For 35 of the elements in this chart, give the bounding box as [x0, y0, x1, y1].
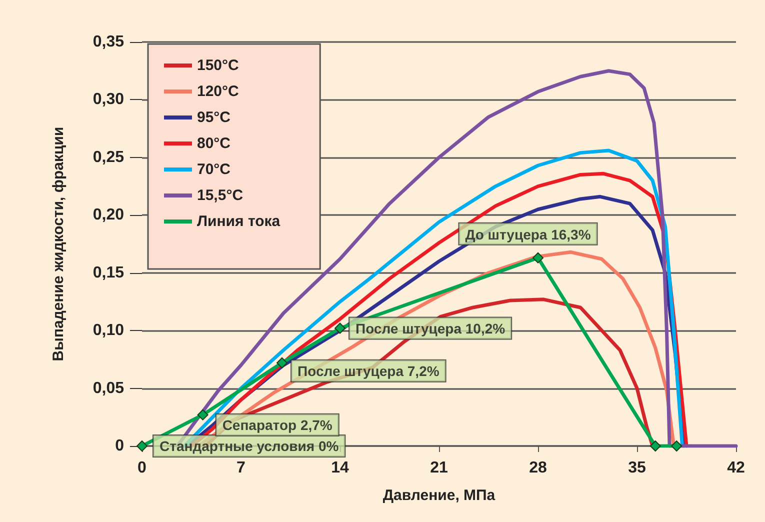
y-tick-label: 0,20	[92, 206, 124, 224]
x-tick-label: 35	[628, 460, 646, 476]
y-tick-label: 0,05	[92, 380, 124, 397]
legend-label: 15,5°C	[197, 187, 244, 204]
legend-label: 95°C	[197, 109, 231, 126]
point	[276, 357, 288, 368]
x-axis-title: Давление, МПа	[382, 487, 496, 504]
y-axis-title: Выпадение жидкости, фракции	[50, 126, 67, 362]
legend-label: 150°C	[197, 57, 240, 74]
annotation: Стандартные условия 0%	[160, 438, 340, 454]
y-tick-label: 0,15	[92, 264, 124, 282]
x-tick-label: 0	[138, 460, 147, 476]
annotation: До штуцера 16,3%	[465, 226, 592, 242]
legend-label: 120°C	[197, 83, 240, 100]
legend-label: 80°C	[197, 135, 231, 152]
point	[334, 322, 346, 334]
y-tick-label: 0,10	[92, 322, 124, 340]
annotation: После штуцера 7,2%	[298, 362, 440, 379]
legend-label: Линия тока	[197, 213, 281, 230]
x-tick-label: 7	[236, 460, 246, 476]
x-tick-label: 21	[430, 460, 448, 476]
point	[197, 409, 208, 420]
x-tick-label: 14	[331, 460, 349, 476]
point	[650, 440, 661, 452]
point	[671, 440, 682, 452]
y-tick-label: 0,30	[92, 91, 124, 108]
y-tick-label: 0,25	[92, 148, 124, 166]
y-tick-label: 0	[115, 438, 124, 454]
x-tick-label: 28	[529, 460, 547, 476]
y-tick-label: 0,35	[92, 34, 124, 50]
legend-label: 70°C	[197, 161, 231, 178]
point	[532, 252, 544, 264]
annotation: Сепаратор 2,7%	[222, 416, 333, 433]
x-tick-label: 42	[727, 460, 745, 476]
annotation: После штуцера 10,2%	[356, 320, 506, 336]
